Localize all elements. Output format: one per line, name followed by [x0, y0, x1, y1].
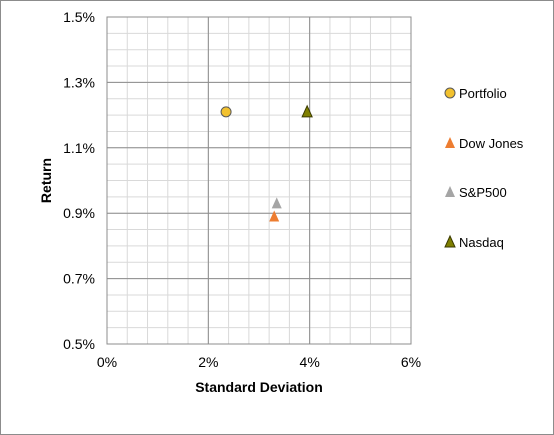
point-nasdaq	[301, 104, 313, 118]
legend-marker-portfolio	[444, 87, 456, 99]
y-tick-label: 0.7%	[63, 271, 95, 287]
legend-label-portfolio: Portfolio	[459, 86, 507, 101]
y-axis-ticks: 1.5% 1.3% 1.1% 0.9% 0.7% 0.5%	[63, 9, 95, 352]
legend-label-nasdaq: Nasdaq	[459, 235, 504, 250]
x-axis-title: Standard Deviation	[195, 379, 323, 395]
minor-gridlines	[107, 17, 411, 344]
legend-label-dow-jones: Dow Jones	[459, 136, 524, 151]
x-tick-label: 6%	[401, 354, 421, 370]
x-axis-ticks: 0% 2% 4% 6%	[97, 354, 421, 370]
x-tick-label: 0%	[97, 354, 117, 370]
legend: Portfolio Dow Jones S&P500 Nasdaq	[444, 86, 524, 250]
plot-area	[106, 16, 412, 345]
y-tick-label: 1.3%	[63, 74, 95, 90]
point-dow-jones	[269, 210, 280, 222]
y-tick-label: 1.5%	[63, 9, 95, 25]
x-tick-label: 4%	[300, 354, 320, 370]
point-s-p500	[271, 197, 282, 209]
legend-marker-nasdaq	[444, 234, 456, 248]
legend-label-s-p500: S&P500	[459, 185, 507, 200]
y-axis-title: Return	[38, 158, 54, 203]
x-tick-label: 2%	[198, 354, 218, 370]
legend-marker-s-p500	[445, 186, 455, 197]
y-tick-label: 0.9%	[63, 205, 95, 221]
y-tick-label: 0.5%	[63, 336, 95, 352]
point-portfolio	[220, 106, 232, 118]
y-tick-label: 1.1%	[63, 140, 95, 156]
legend-marker-dow-jones	[445, 137, 455, 148]
data-points	[220, 104, 313, 222]
